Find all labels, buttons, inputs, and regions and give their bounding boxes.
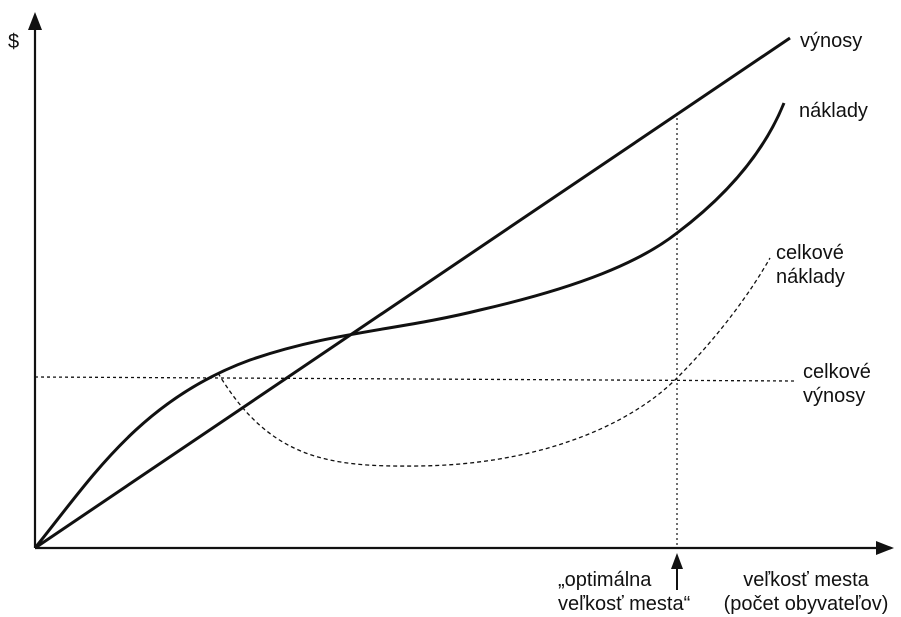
x-axis-label-line1: veľkosť mesta [743, 569, 869, 591]
total-revenue-label: celkové výnosy [803, 360, 871, 408]
optimum-arrow-icon [671, 553, 683, 569]
optimum-marker-label-line2: veľkosť mesta“ [558, 593, 691, 615]
optimum-marker-label-line1: „optimálna [558, 569, 652, 591]
total-costs-label-line1: celkové [776, 242, 844, 264]
optimum-marker-label: „optimálna veľkosť mesta“ [558, 568, 690, 616]
x-axis-arrow-icon [876, 541, 894, 555]
revenue-line [34, 36, 791, 550]
revenue-label: výnosy [800, 30, 863, 52]
x-axis-label: veľkosť mesta (počet obyvateľov) [716, 568, 896, 616]
y-axis-label: $ [8, 31, 20, 53]
total-revenue-label-line1: celkové [803, 361, 871, 383]
total-costs-curve [217, 257, 771, 467]
costs-label: náklady [799, 100, 868, 122]
total-costs-label: celkové náklady [776, 241, 845, 289]
y-axis-arrow-icon [28, 12, 42, 30]
costs-curve [33, 102, 786, 549]
total-revenue-label-line2: výnosy [803, 385, 866, 407]
x-axis-label-line2: (počet obyvateľov) [723, 593, 889, 615]
total-costs-label-line2: náklady [776, 266, 845, 288]
total-revenue-line [34, 376, 796, 382]
